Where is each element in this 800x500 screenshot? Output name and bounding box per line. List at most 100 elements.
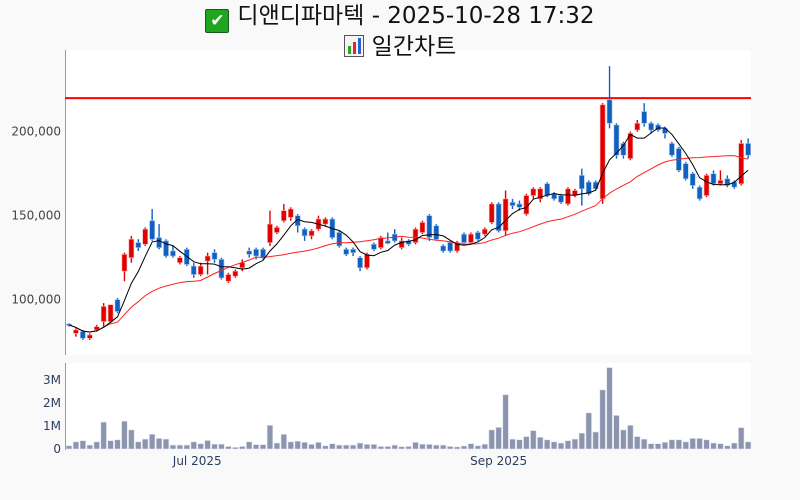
volume-bar (259, 444, 267, 450)
volume-bar (578, 432, 585, 450)
candle-down (218, 259, 225, 279)
candle-down (641, 111, 647, 124)
candle-up (225, 274, 232, 282)
volume-bar (225, 446, 232, 450)
price-tick-label: 200,000 (11, 125, 61, 139)
volume-bar (377, 446, 384, 450)
volume-bar (682, 441, 689, 450)
volume-bar (232, 447, 239, 450)
price-plot-area (65, 50, 751, 355)
volume-bar (689, 438, 696, 450)
candle-up (232, 270, 239, 277)
candle-up (197, 265, 204, 275)
volume-bar (308, 444, 315, 450)
candle-down (149, 220, 155, 240)
candle-down (66, 323, 72, 326)
volume-bar (135, 441, 142, 450)
volume-bar (696, 438, 703, 450)
volume-bar (613, 415, 620, 450)
candle-down (114, 299, 121, 312)
volume-bar (717, 443, 724, 450)
candle-down (440, 245, 447, 252)
candle-up (412, 228, 419, 243)
candle-down (495, 203, 502, 232)
volume-bar (121, 420, 128, 450)
volume-bar (204, 440, 211, 450)
volume-bar (731, 442, 738, 450)
candle-up (502, 198, 509, 232)
volume-bar (516, 439, 523, 450)
volume-bar (239, 446, 246, 450)
candle-down (135, 242, 142, 248)
candle-down (551, 193, 557, 200)
volume-bar (502, 394, 509, 450)
volume-bar (440, 444, 447, 450)
candle-down (475, 232, 481, 240)
volume-bar (564, 440, 572, 450)
candle-down (669, 143, 675, 156)
volume-bar (530, 430, 537, 450)
volume-bar (433, 444, 440, 450)
volume-bar (668, 439, 676, 450)
volume-bar (460, 445, 468, 450)
candle-down (461, 233, 467, 243)
candle-down (253, 249, 259, 257)
candle-up (86, 334, 93, 339)
volume-bar (495, 427, 502, 450)
volume-bar (253, 444, 260, 450)
volume-bar (266, 425, 274, 450)
candle-up (398, 240, 405, 248)
candle-up (142, 228, 149, 245)
volume-bar (329, 443, 336, 450)
volume-bar (211, 443, 218, 450)
volume-bar (481, 443, 488, 450)
volume-bar (447, 446, 454, 450)
volume-bar (315, 442, 322, 450)
volume-bar (550, 441, 558, 450)
volume-bar (488, 429, 495, 450)
volume-bar (100, 421, 107, 450)
candle-up (488, 203, 495, 223)
candle-up (267, 223, 273, 243)
volume-plot-area (65, 363, 751, 450)
candle-down (357, 257, 363, 269)
volume-bar (599, 389, 606, 450)
volume-bar (287, 441, 294, 450)
chart-subtitle-text: 일간차트 (371, 34, 457, 60)
volume-bar (183, 444, 190, 450)
volume-bar (273, 442, 281, 450)
candle-down (696, 186, 703, 200)
candle-up (738, 143, 745, 185)
candle-down (682, 163, 689, 180)
volume-bar (398, 446, 405, 450)
volume-bar (169, 444, 177, 450)
volume-bar (571, 438, 578, 450)
volume-bar (218, 443, 225, 450)
volume-bar (426, 444, 433, 450)
candle-up (177, 257, 183, 264)
candle-down (433, 225, 440, 240)
volume-bar (738, 427, 745, 450)
volume-bar (523, 436, 530, 450)
bar-chart-icon (343, 35, 364, 57)
volume-bar (419, 443, 426, 450)
volume-bar (592, 431, 599, 450)
volume-bar (474, 445, 481, 450)
candle-up (481, 228, 488, 235)
volume-bar (176, 444, 183, 450)
volume-bar (155, 438, 163, 450)
candle-up (627, 133, 634, 159)
candle-down (343, 249, 350, 255)
candle-down (246, 250, 252, 255)
candle-up (530, 188, 537, 196)
candle-up (204, 255, 211, 262)
candle-down (724, 178, 731, 186)
volume-bar (641, 438, 648, 450)
candle-down (544, 183, 550, 196)
volume-bar (142, 438, 149, 450)
volume-bar (86, 444, 93, 450)
volume-bar (412, 442, 419, 450)
volume-bar (79, 440, 86, 450)
candle-up (537, 188, 544, 200)
check-mark-icon: ✔ (205, 9, 230, 33)
